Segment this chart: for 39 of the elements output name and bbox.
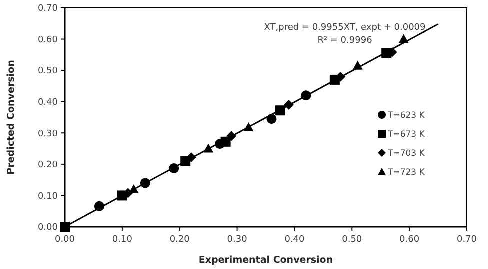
point bbox=[226, 131, 237, 142]
x-tick-label: 0.70 bbox=[456, 235, 478, 245]
x-tick-label: 0.10 bbox=[112, 235, 133, 245]
point bbox=[186, 152, 196, 163]
x-tick-label: 0.00 bbox=[54, 235, 76, 245]
y-tick-label: 0.20 bbox=[38, 160, 58, 171]
point bbox=[220, 136, 231, 147]
x-tick-label: 0.40 bbox=[284, 235, 306, 245]
point bbox=[398, 34, 409, 44]
point bbox=[60, 222, 70, 232]
point bbox=[94, 201, 104, 212]
point bbox=[352, 60, 363, 70]
point bbox=[140, 178, 150, 188]
legend-label: T=723 K bbox=[387, 168, 426, 178]
y-tick-label: 0.10 bbox=[38, 192, 58, 202]
y-tick-label: 0.30 bbox=[38, 129, 58, 140]
legend-label: T=623 K bbox=[387, 110, 426, 121]
x-tick-label: 0.30 bbox=[227, 235, 248, 245]
annotation: R² = 0.9996 bbox=[318, 36, 373, 46]
y-tick-label: 0.50 bbox=[38, 66, 58, 77]
point bbox=[244, 122, 254, 132]
legend-label: T=673 K bbox=[387, 130, 426, 140]
x-tick-label: 0.50 bbox=[342, 235, 362, 245]
point bbox=[266, 114, 277, 124]
point bbox=[284, 100, 294, 110]
legend-label: T=703 K bbox=[387, 148, 426, 159]
point bbox=[169, 163, 180, 174]
point bbox=[275, 106, 286, 116]
annotation: XT,pred = 0.9955XT, expt + 0.0009 bbox=[264, 23, 426, 33]
x-tick-label: 0.20 bbox=[170, 235, 190, 245]
point bbox=[204, 144, 214, 153]
x-axis-title: Experimental Conversion bbox=[198, 255, 334, 266]
point bbox=[301, 90, 312, 101]
y-tick-label: 0.60 bbox=[38, 35, 58, 46]
y-tick-label: 0.70 bbox=[38, 4, 58, 14]
y-axis-title: Predicted Conversion bbox=[6, 60, 17, 175]
x-tick-label: 0.60 bbox=[400, 235, 420, 245]
y-tick-label: 0.40 bbox=[38, 98, 58, 108]
y-tick-label: 0.00 bbox=[38, 223, 58, 234]
